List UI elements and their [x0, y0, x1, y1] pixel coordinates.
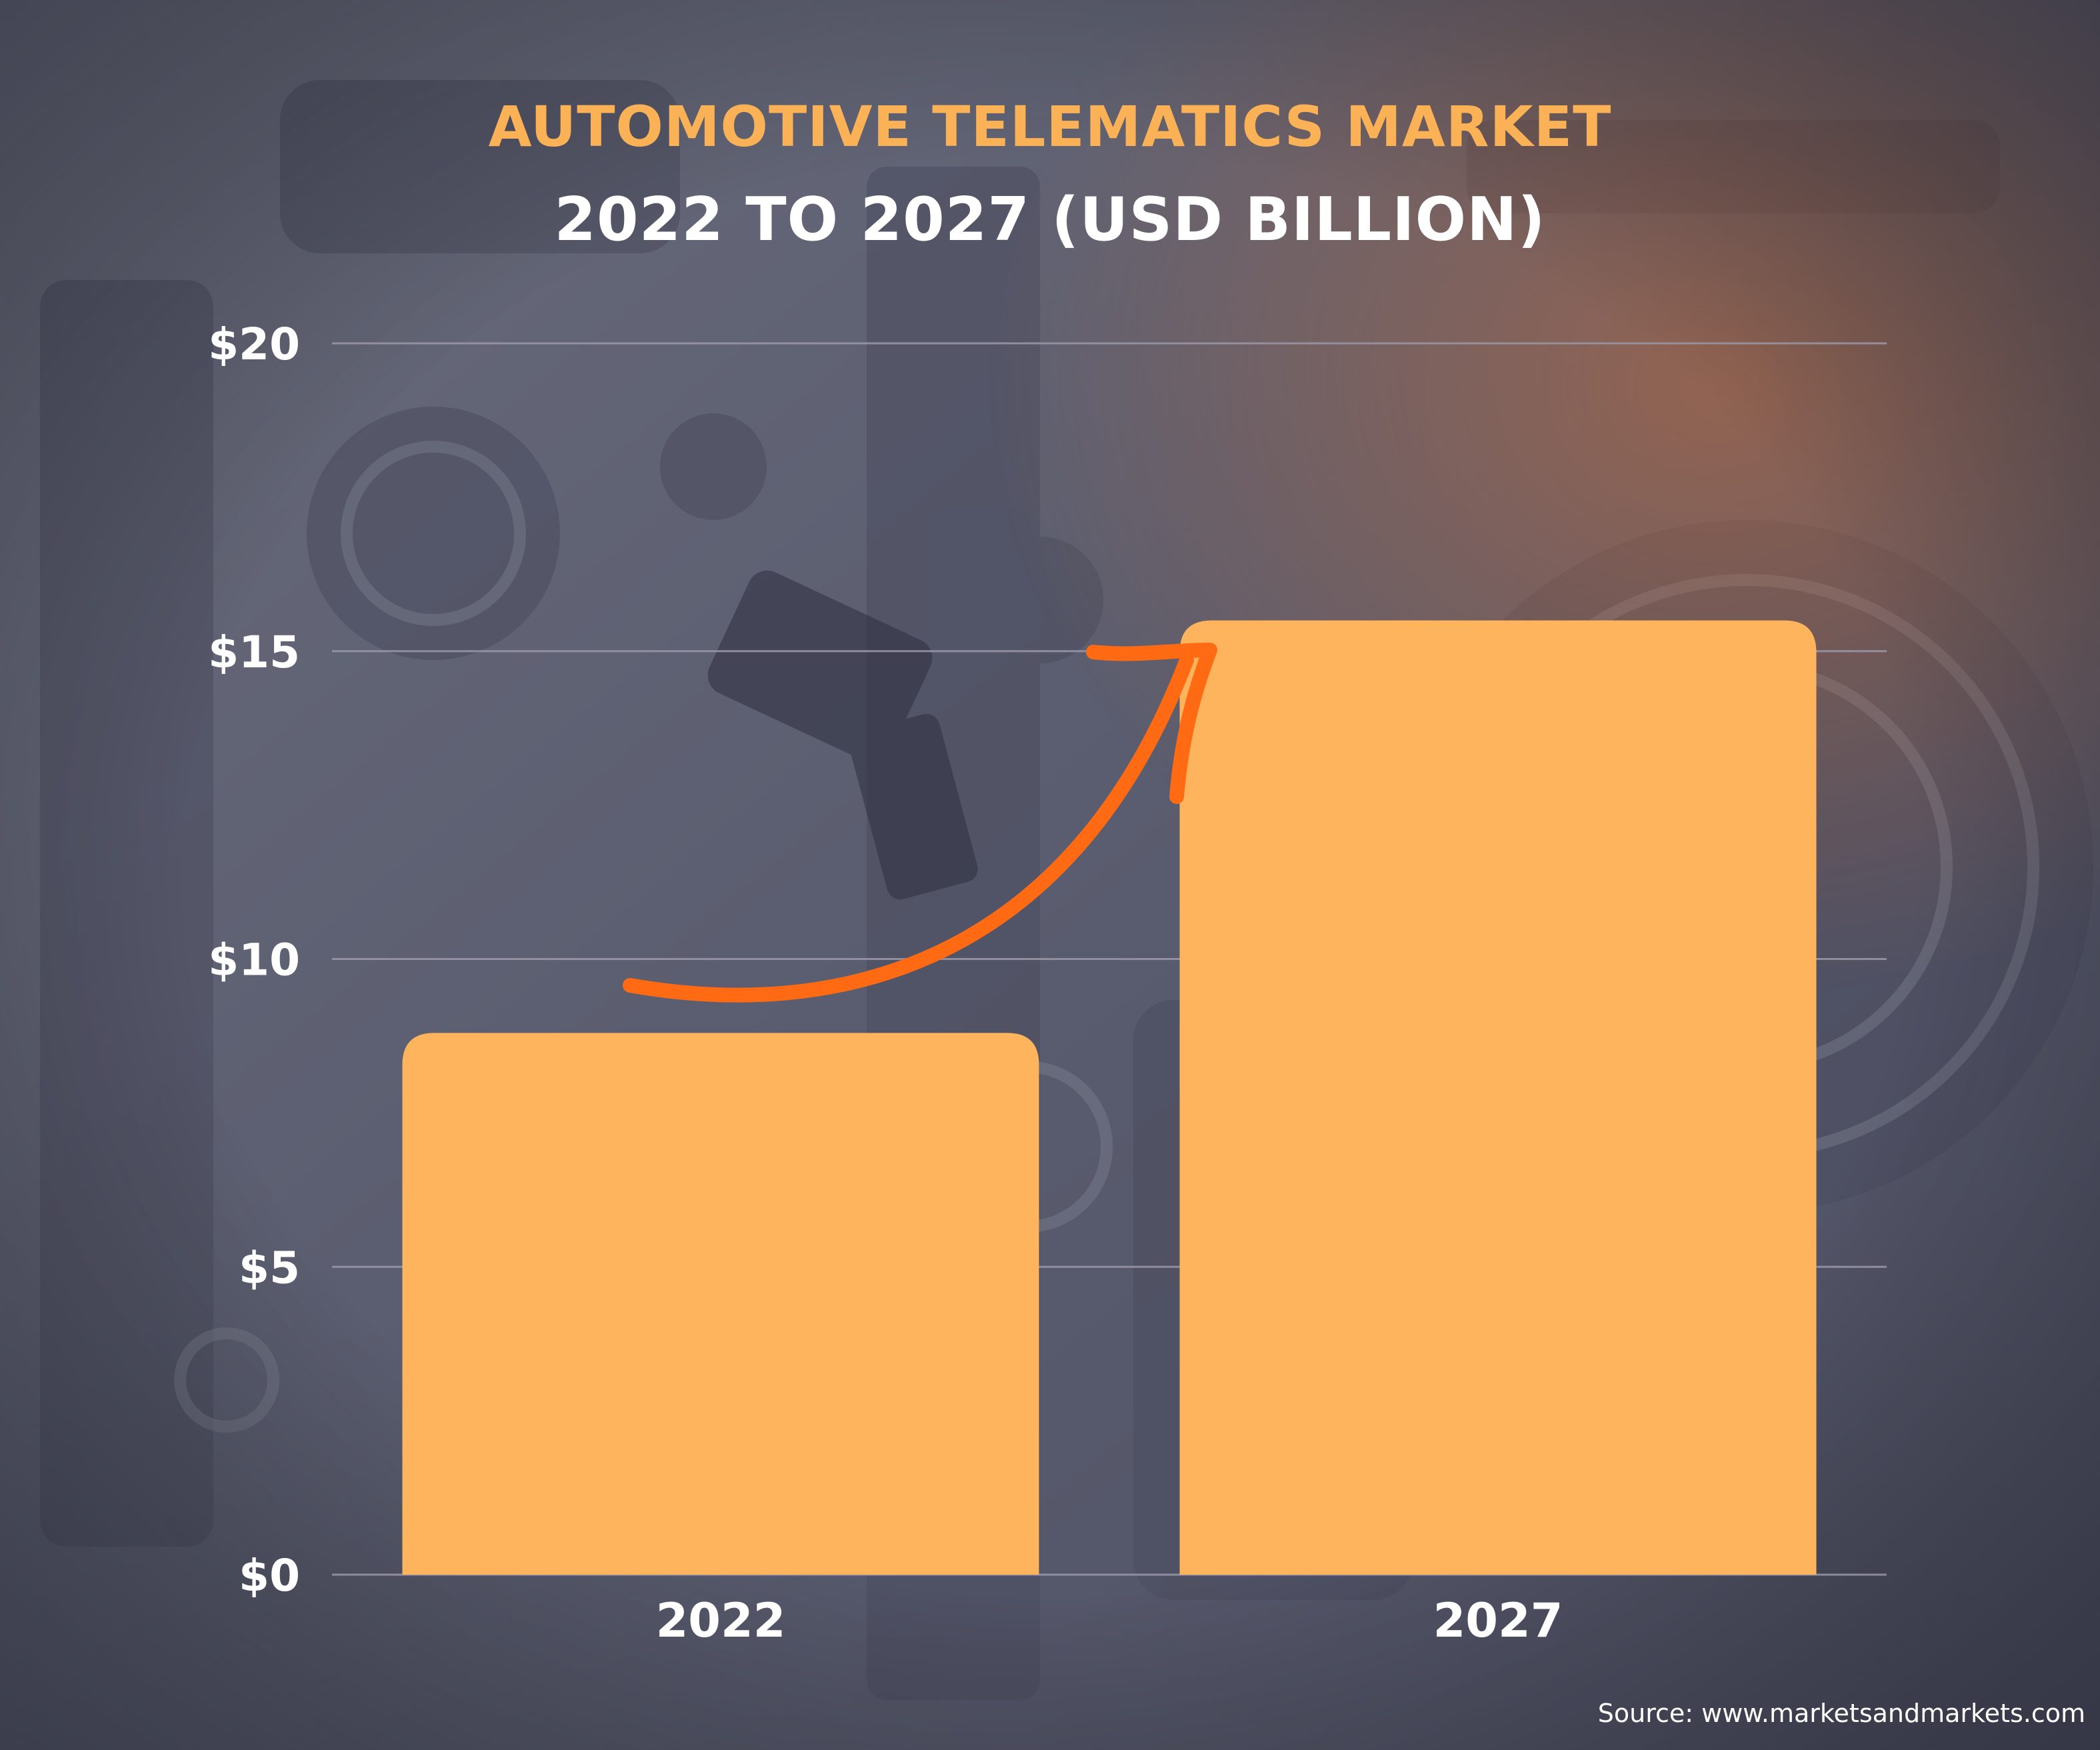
y-tick-label: $0 [239, 1550, 300, 1601]
chart-subtitle: 2022 TO 2027 (USD BILLION) [554, 185, 1546, 255]
y-tick-label: $15 [208, 627, 300, 678]
y-tick-label: $20 [208, 319, 300, 370]
bar-2027 [1179, 620, 1817, 1575]
x-tick-label: 2027 [1433, 1593, 1563, 1648]
x-tick-label: 2022 [656, 1593, 786, 1648]
curved-arrow-up-icon [623, 643, 1217, 1003]
y-axis-tick-labels: $0 $5 $10 $15 $20 [208, 319, 300, 1601]
y-tick-label: $5 [239, 1242, 300, 1293]
y-tick-label: $10 [208, 935, 300, 986]
arrow-shaft [623, 653, 1194, 1003]
chart-title: AUTOMOTIVE TELEMATICS MARKET [488, 94, 1612, 159]
x-axis-tick-labels: 2022 2027 [656, 1593, 1563, 1648]
source-note: Source: www.marketsandmarkets.com [1597, 1699, 2085, 1728]
arrow-head [1086, 643, 1217, 804]
bars [402, 620, 1817, 1575]
bar-2022 [402, 1033, 1039, 1575]
